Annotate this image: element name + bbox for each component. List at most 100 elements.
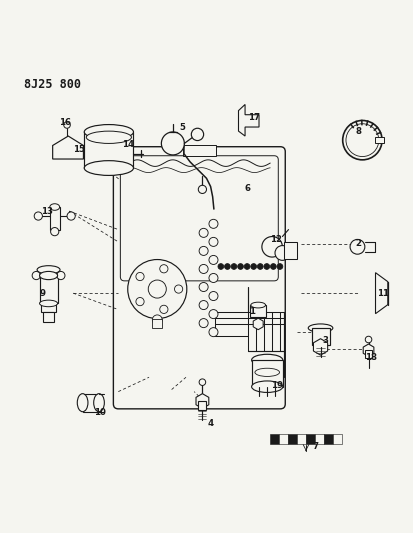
- Bar: [84, 132, 133, 168]
- Circle shape: [346, 124, 379, 157]
- Circle shape: [34, 212, 43, 220]
- Circle shape: [160, 305, 168, 313]
- Circle shape: [199, 379, 206, 385]
- Circle shape: [160, 265, 168, 273]
- Circle shape: [136, 272, 144, 281]
- Text: 3: 3: [323, 336, 328, 345]
- Bar: [252, 360, 283, 387]
- Circle shape: [199, 228, 208, 237]
- Bar: [270, 434, 279, 443]
- Ellipse shape: [77, 394, 88, 411]
- Circle shape: [209, 273, 218, 282]
- Text: 5: 5: [179, 123, 185, 132]
- Text: 1: 1: [249, 307, 255, 316]
- Text: 11: 11: [377, 289, 389, 297]
- FancyBboxPatch shape: [120, 156, 278, 281]
- Bar: [198, 401, 206, 410]
- Text: 15: 15: [74, 145, 85, 154]
- Bar: [288, 434, 297, 443]
- Ellipse shape: [251, 302, 266, 308]
- Polygon shape: [253, 318, 263, 330]
- Circle shape: [262, 237, 282, 257]
- Circle shape: [148, 280, 166, 298]
- Text: 4: 4: [208, 419, 214, 427]
- Circle shape: [128, 260, 187, 319]
- Circle shape: [237, 264, 243, 269]
- Bar: [306, 434, 315, 443]
- Circle shape: [225, 264, 230, 269]
- Bar: [279, 434, 288, 443]
- Circle shape: [64, 122, 70, 128]
- Bar: [365, 350, 372, 358]
- Ellipse shape: [37, 265, 60, 274]
- Circle shape: [251, 264, 256, 269]
- Circle shape: [51, 228, 59, 236]
- Circle shape: [244, 264, 250, 269]
- Polygon shape: [363, 344, 374, 357]
- Circle shape: [136, 297, 144, 306]
- Circle shape: [271, 264, 276, 269]
- Ellipse shape: [50, 204, 59, 211]
- Circle shape: [161, 132, 184, 155]
- Circle shape: [350, 239, 365, 254]
- Ellipse shape: [86, 131, 131, 143]
- Circle shape: [175, 285, 183, 293]
- Text: 9: 9: [39, 289, 45, 297]
- Text: 17: 17: [248, 114, 260, 123]
- Polygon shape: [196, 394, 209, 408]
- Text: 18: 18: [365, 353, 377, 362]
- Text: 2: 2: [355, 239, 361, 248]
- Bar: [285, 242, 297, 259]
- Bar: [375, 137, 384, 143]
- Circle shape: [199, 282, 208, 292]
- Bar: [311, 328, 330, 345]
- Bar: [315, 434, 324, 443]
- Bar: [324, 434, 333, 443]
- Circle shape: [209, 219, 218, 228]
- Bar: [83, 394, 99, 411]
- Text: 8: 8: [355, 127, 361, 136]
- FancyBboxPatch shape: [114, 147, 285, 409]
- Circle shape: [218, 264, 224, 269]
- Ellipse shape: [308, 324, 333, 332]
- Circle shape: [231, 264, 237, 269]
- Text: 10: 10: [94, 408, 106, 417]
- Circle shape: [209, 310, 218, 319]
- Circle shape: [199, 301, 208, 310]
- Ellipse shape: [94, 394, 104, 411]
- Bar: [43, 312, 54, 322]
- Bar: [297, 434, 306, 443]
- Text: 14: 14: [123, 140, 135, 149]
- Polygon shape: [53, 136, 83, 159]
- Bar: [41, 303, 56, 312]
- Ellipse shape: [40, 271, 57, 280]
- Ellipse shape: [252, 381, 283, 392]
- Circle shape: [275, 246, 290, 260]
- Circle shape: [152, 315, 162, 325]
- Circle shape: [343, 120, 382, 160]
- Circle shape: [257, 264, 263, 269]
- Text: 12: 12: [270, 236, 282, 244]
- Bar: [183, 146, 216, 156]
- Bar: [40, 276, 57, 303]
- Polygon shape: [375, 273, 388, 314]
- Circle shape: [277, 264, 283, 269]
- Circle shape: [199, 264, 208, 273]
- Circle shape: [199, 246, 208, 255]
- Bar: [250, 305, 266, 317]
- Bar: [152, 319, 162, 328]
- Circle shape: [191, 128, 204, 141]
- Text: 16: 16: [59, 118, 71, 127]
- Circle shape: [32, 271, 40, 280]
- Ellipse shape: [84, 125, 133, 139]
- Circle shape: [199, 319, 208, 328]
- Circle shape: [67, 212, 75, 220]
- Circle shape: [209, 237, 218, 246]
- Text: 19: 19: [271, 381, 283, 390]
- Text: 13: 13: [41, 207, 53, 216]
- Circle shape: [57, 271, 65, 280]
- Circle shape: [209, 328, 218, 337]
- Bar: [50, 207, 59, 230]
- Ellipse shape: [255, 368, 280, 376]
- Circle shape: [365, 336, 372, 343]
